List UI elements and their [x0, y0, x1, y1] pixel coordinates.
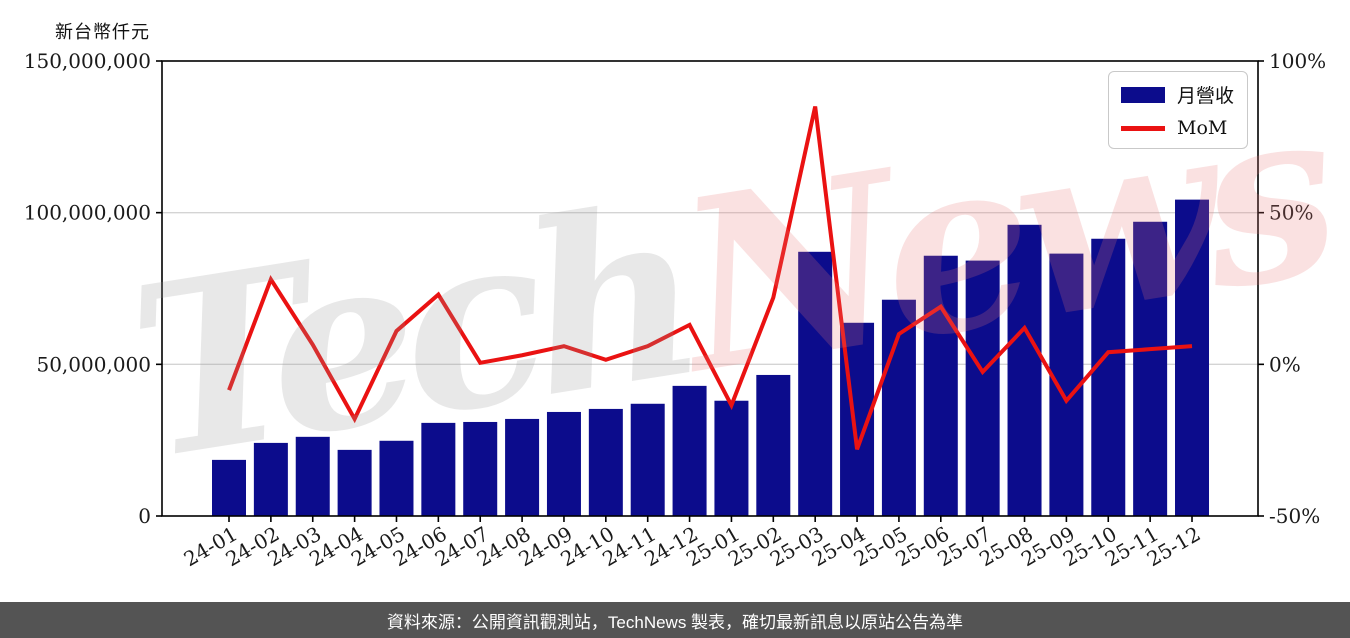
- bar-24-06: [421, 422, 456, 516]
- left-tick-label: 100,000,000: [24, 201, 151, 225]
- chart-legend: 月營收 MoM: [1108, 71, 1248, 149]
- bar-24-04: [337, 449, 372, 516]
- legend-row-revenue: 月營收: [1121, 81, 1235, 108]
- bar-25-08: [1007, 224, 1042, 517]
- bar-24-11: [630, 403, 665, 516]
- bar-25-12: [1175, 199, 1210, 516]
- left-tick-label: 50,000,000: [36, 352, 151, 376]
- bar-24-12: [672, 385, 707, 516]
- source-caption-text: 資料來源：公開資訊觀測站，TechNews 製表，確切最新訊息以原站公告為準: [386, 612, 964, 632]
- bar-24-03: [295, 436, 330, 516]
- revenue-bar-swatch: [1121, 86, 1165, 103]
- bar-24-09: [546, 411, 581, 516]
- mom-line-swatch: [1121, 125, 1165, 131]
- plot-frame: [161, 60, 1259, 517]
- bar-24-08: [505, 418, 540, 516]
- bar-25-07: [965, 260, 1000, 516]
- left-tick-label: 0: [138, 504, 151, 528]
- left-axis-title: 新台幣仟元: [55, 22, 150, 43]
- bar-25-10: [1091, 238, 1126, 516]
- legend-row-mom: MoM: [1121, 117, 1235, 139]
- bar-25-01: [714, 400, 749, 516]
- source-caption-bar: 資料來源：公開資訊觀測站，TechNews 製表，確切最新訊息以原站公告為準: [0, 602, 1350, 638]
- right-tick-label: 100%: [1269, 49, 1326, 73]
- bar-24-01: [212, 459, 246, 516]
- bar-25-03: [798, 251, 833, 516]
- mom-line: [227, 106, 1193, 450]
- bar-25-11: [1133, 221, 1168, 516]
- left-tick-label: 150,000,000: [24, 49, 151, 73]
- right-tick-label: 0%: [1269, 352, 1301, 376]
- bar-24-02: [253, 442, 288, 516]
- bar-25-06: [923, 255, 958, 517]
- legend-label-revenue: 月營收: [1177, 85, 1235, 107]
- bar-25-02: [756, 374, 791, 516]
- bar-24-07: [463, 421, 498, 516]
- revenue-chart: 0 50,000,000 100,000,000 150,000,000 -50% 0% 5…: [24, 49, 1326, 571]
- legend-label-mom: MoM: [1177, 117, 1228, 139]
- right-tick-label: 50%: [1269, 201, 1313, 225]
- bar-24-10: [588, 408, 623, 516]
- bar-24-05: [379, 440, 414, 516]
- right-tick-label: -50%: [1269, 504, 1320, 528]
